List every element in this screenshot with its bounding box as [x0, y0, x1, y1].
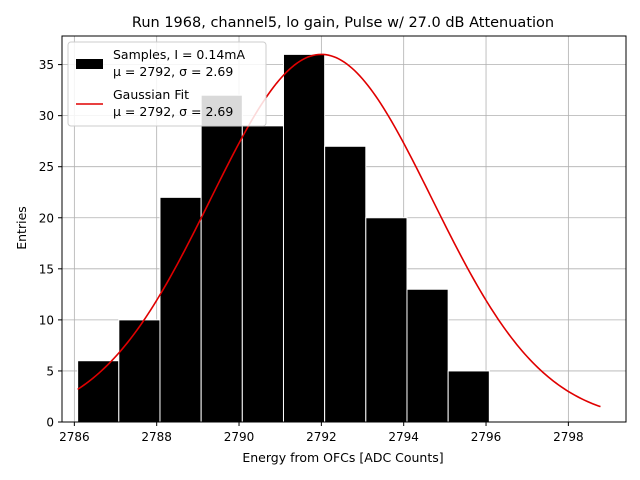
histogram-bar	[324, 145, 367, 423]
gaussian-fit	[77, 53, 601, 408]
y-tick-label: 30	[39, 109, 54, 123]
histogram-bar	[282, 53, 326, 423]
y-tick-label: 20	[39, 211, 54, 225]
histogram-bar	[77, 360, 120, 423]
axes: 2786 2788 2790 2792 2794 2796 2798 0 5 10 15 20 25 30…	[39, 35, 627, 444]
legend: Samples, I = 0.14mA μ = 2792, σ = 2.69 G…	[67, 41, 267, 127]
histogram-bar	[118, 319, 161, 423]
histogram-bar	[406, 288, 449, 423]
y-tick-label: 25	[39, 160, 54, 174]
histogram-bar	[200, 94, 243, 423]
plot-frame	[61, 35, 627, 423]
x-tick-label: 2794	[388, 430, 419, 444]
legend-fit-label: Gaussian Fit	[113, 87, 189, 102]
gaussian-fit-line	[77, 53, 601, 408]
x-tick-label: 2790	[224, 430, 255, 444]
x-tick-label: 2786	[59, 430, 90, 444]
histogram-bar	[365, 217, 408, 423]
x-tick-label: 2796	[471, 430, 502, 444]
legend-histogram-swatch	[76, 59, 103, 69]
y-tick-label: 10	[39, 313, 54, 327]
chart-title: Run 1968, channel5, lo gain, Pulse w/ 27…	[132, 15, 554, 31]
y-tick-label: 35	[39, 58, 54, 72]
histogram-bar	[159, 196, 202, 423]
x-axis-label: Energy from OFCs [ADC Counts]	[242, 450, 443, 465]
y-tick-label: 5	[46, 364, 54, 378]
histogram-bar	[241, 125, 284, 423]
x-tick-label: 2798	[553, 430, 584, 444]
legend-histogram-label: Samples, I = 0.14mA	[113, 47, 245, 62]
x-tick-label: 2788	[141, 430, 172, 444]
legend-fit-stats: μ = 2792, σ = 2.69	[113, 104, 233, 119]
x-tick-label: 2792	[306, 430, 337, 444]
legend-histogram-stats: μ = 2792, σ = 2.69	[113, 64, 233, 79]
y-tick-label: 0	[46, 416, 54, 430]
y-tick-label: 15	[39, 262, 54, 276]
histogram-bars	[77, 53, 490, 423]
y-axis-label: Entries	[14, 206, 29, 250]
legend-frame	[67, 41, 267, 127]
histogram-bar	[447, 370, 490, 423]
